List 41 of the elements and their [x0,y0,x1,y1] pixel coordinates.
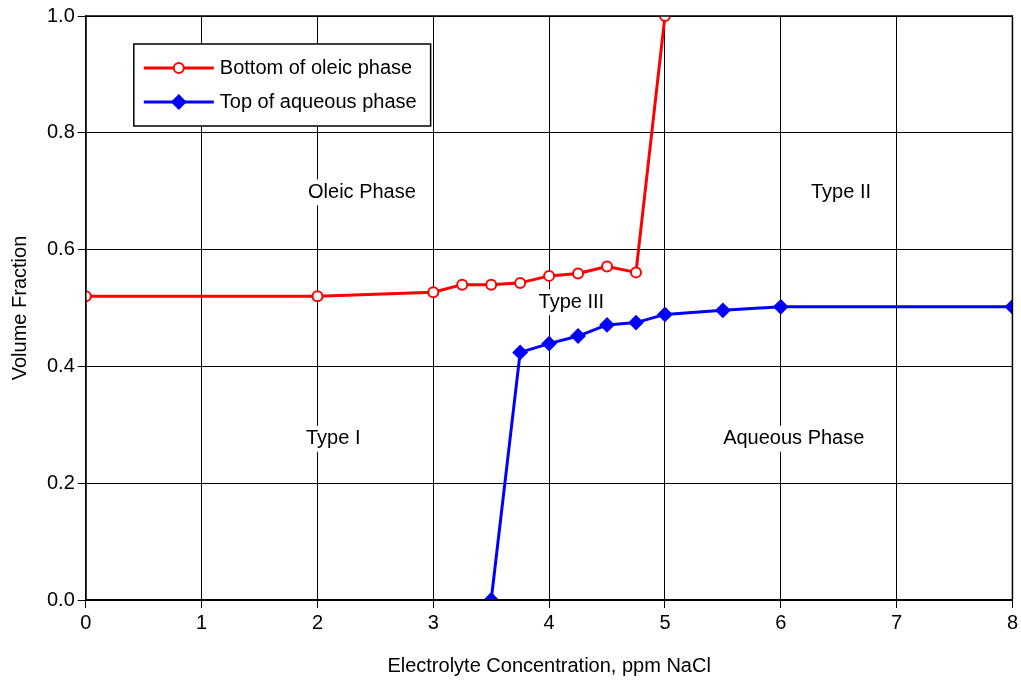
point [570,328,586,344]
point [456,278,469,291]
y-tick-label: 1.0 [46,3,75,26]
y-tick-label: 0.2 [46,470,75,493]
point [512,344,528,360]
x-tick-label: 3 [427,610,439,633]
x-tick-label: 2 [311,610,324,633]
point [599,317,615,333]
point [311,290,324,303]
point [601,260,614,273]
x-tick-label: 5 [659,610,671,633]
point [773,299,789,315]
y-axis-title: Volume Fraction [7,235,30,381]
point [715,302,731,318]
point [572,267,585,280]
annotation: Type II [811,179,872,202]
point [657,306,673,322]
point [628,315,644,331]
x-tick-label: 1 [196,610,208,633]
annotation: Aqueous Phase [723,426,865,449]
legend-label: Bottom of oleic phase [219,55,413,78]
annotation: Type I [305,426,361,449]
annotation: Type III [538,289,605,312]
y-tick-label: 0.4 [46,353,75,376]
x-tick-label: 0 [80,610,92,633]
x-axis-title: Electrolyte Concentration, ppm NaCl [387,653,711,676]
x-tick-label: 6 [775,610,787,633]
legend-label: Top of aqueous phase [219,89,417,112]
annotation: Oleic Phase [308,179,416,202]
x-tick-label: 8 [1006,610,1018,633]
point [543,269,556,282]
y-tick-label: 0.6 [46,237,75,260]
x-tick-label: 4 [543,610,555,633]
point [485,278,498,291]
y-tick-label: 0.8 [46,120,75,143]
x-tick-label: 7 [891,610,903,633]
point [514,276,527,289]
point [541,336,557,352]
y-tick-label: 0.0 [46,587,75,610]
point [427,286,440,299]
point [629,266,642,279]
